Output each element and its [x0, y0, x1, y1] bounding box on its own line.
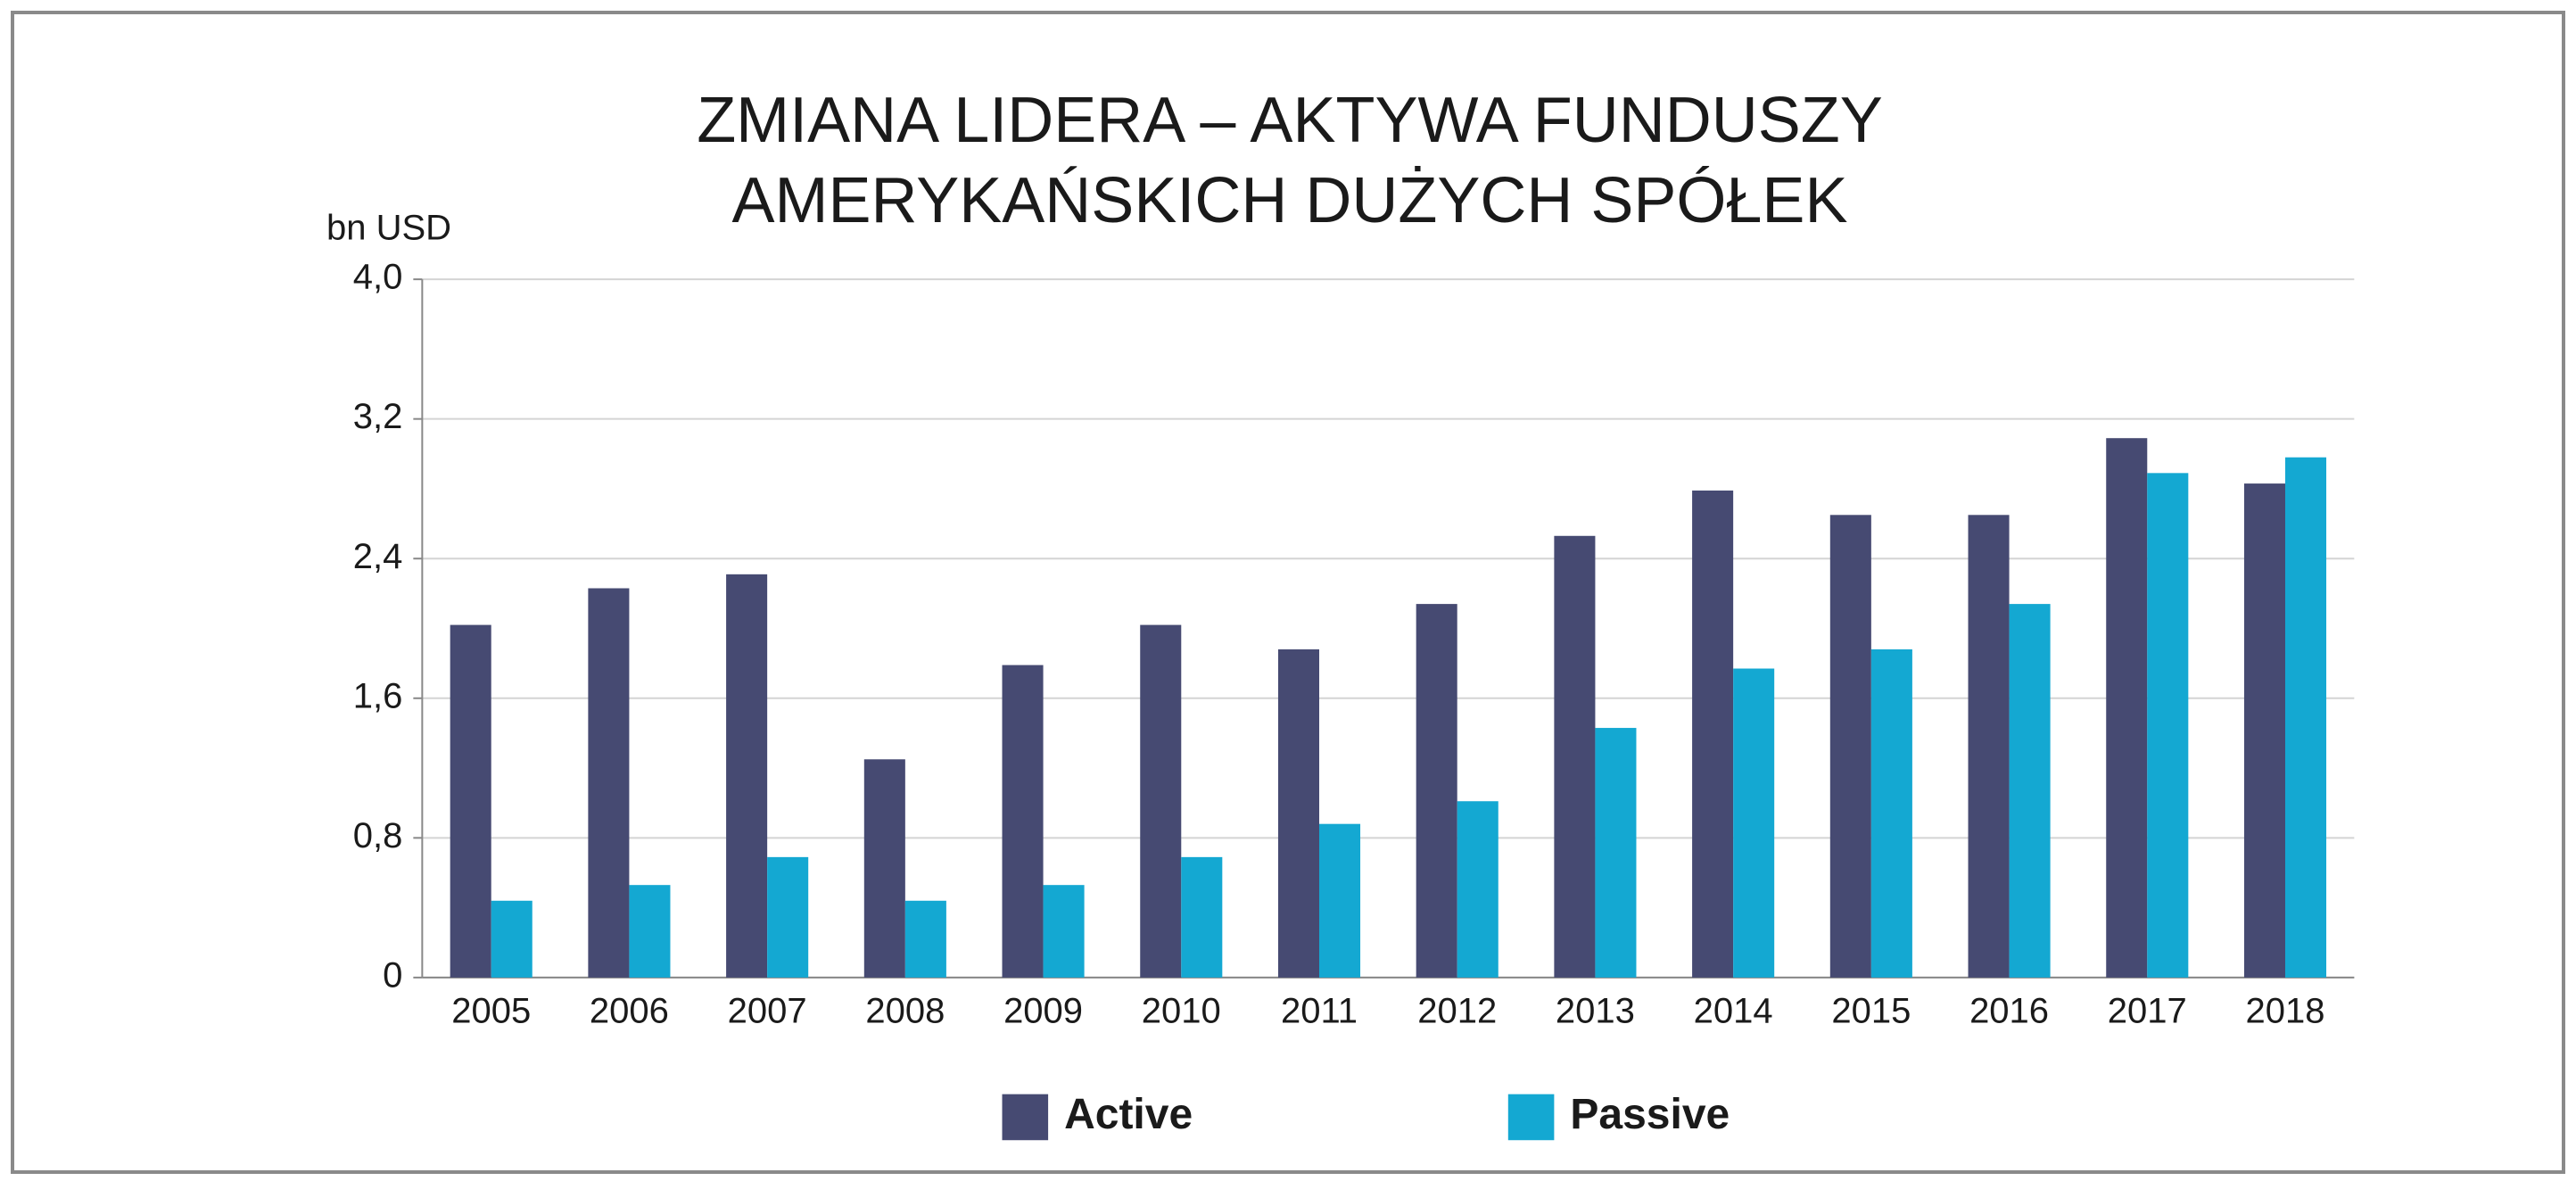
- y-tick-label: 2,4: [353, 537, 403, 576]
- x-tick-label: 2010: [1142, 991, 1221, 1030]
- chart-title: AMERYKAŃSKICH DUŻYCH SPÓŁEK: [732, 165, 1848, 236]
- chart-title: ZMIANA LIDERA – AKTYWA FUNDUSZY: [697, 85, 1883, 156]
- x-tick-label: 2012: [1417, 991, 1497, 1030]
- x-tick-label: 2008: [865, 991, 945, 1030]
- bar: [629, 885, 671, 978]
- bar: [1277, 648, 1319, 978]
- bar: [1733, 668, 1775, 978]
- y-tick-label: 1,6: [353, 676, 403, 715]
- x-tick-label: 2005: [451, 991, 531, 1030]
- y-axis-label: bn USD: [326, 209, 451, 248]
- x-tick-label: 2009: [1003, 991, 1083, 1030]
- bar: [2284, 457, 2327, 978]
- bar: [1968, 515, 2010, 978]
- bar: [1457, 801, 1499, 978]
- bar: [1870, 648, 1912, 978]
- x-tick-label: 2007: [728, 991, 807, 1030]
- bar: [2106, 438, 2148, 978]
- bar: [726, 574, 768, 978]
- bar: [1181, 856, 1223, 978]
- x-tick-label: 2018: [2246, 991, 2325, 1030]
- bar: [1140, 624, 1182, 978]
- legend-swatch: [1507, 1094, 1555, 1141]
- bar: [767, 856, 809, 978]
- bar: [1692, 490, 1734, 978]
- bar: [2243, 483, 2285, 978]
- bar: [491, 900, 533, 978]
- bar: [904, 900, 946, 978]
- y-tick-label: 3,2: [353, 397, 403, 436]
- bar: [1318, 823, 1361, 978]
- bar: [588, 588, 630, 978]
- x-tick-label: 2011: [1281, 991, 1358, 1030]
- bar: [1416, 604, 1457, 978]
- y-tick-label: 4,0: [353, 258, 403, 297]
- bar: [1595, 728, 1637, 978]
- legend-label: Active: [1064, 1091, 1193, 1138]
- bar: [2009, 604, 2051, 978]
- legend-label: Passive: [1570, 1091, 1730, 1138]
- x-tick-label: 2015: [1831, 991, 1911, 1030]
- legend-swatch: [1002, 1094, 1049, 1141]
- bar: [450, 624, 491, 978]
- y-tick-label: 0: [383, 955, 402, 995]
- x-tick-label: 2016: [1969, 991, 2049, 1030]
- x-tick-label: 2014: [1694, 991, 1773, 1030]
- bar: [1002, 665, 1044, 978]
- x-tick-label: 2017: [2108, 991, 2187, 1030]
- bar: [2147, 473, 2189, 978]
- bar: [1043, 885, 1085, 978]
- y-tick-label: 0,8: [353, 816, 403, 855]
- x-tick-label: 2013: [1556, 991, 1635, 1030]
- bar: [863, 759, 905, 978]
- bar: [1829, 515, 1871, 978]
- x-tick-label: 2006: [590, 991, 669, 1030]
- frame: [11, 11, 2565, 1174]
- bar: [1554, 535, 1596, 978]
